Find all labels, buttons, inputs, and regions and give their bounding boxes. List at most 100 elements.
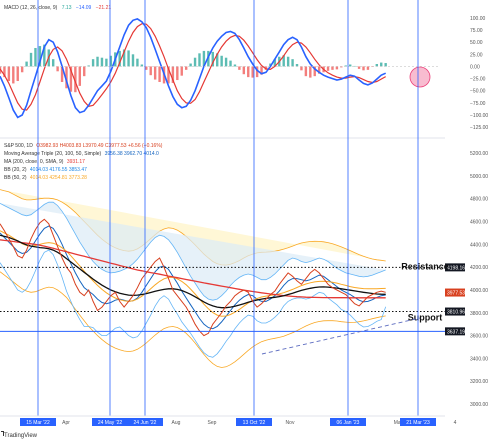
macd-histogram-bar [78,66,81,86]
current-price-tag [445,288,465,297]
line-ma-200 [0,239,386,299]
macd-histogram-bar [38,46,42,67]
macd-series-signal [0,23,386,111]
macd-histogram-bar [193,57,197,67]
line-ma-100 [0,234,386,309]
level-annotation: Resistance [401,261,449,271]
macd-panel: 100.00 75.00 50.00 25.00 0.00 −25.00 −50.00 −75… [0,5,488,131]
macd-histogram-bar [344,65,347,67]
macd-histogram-bar [260,66,263,75]
macd-histogram-bar [158,66,161,82]
time-axis-ticks: Apr Aug Sep Nov Mar 4 [62,420,457,426]
time-tick-label: Aug [172,420,181,426]
price-tick-label: 5000.00 [470,174,488,180]
price-tick-label: 3800.00 [470,311,488,317]
price-tick-label: 4400.00 [470,242,488,248]
date-marker-labels: 15 Mar '22 24 May '22 24 Jun '22 13 Oct '22… [20,418,436,426]
price-legend: S&P 500, 1D O3982.93 H4003.83 L3970.49 C… [4,143,163,181]
line-ma-50 [0,230,386,317]
macd-histogram-bar [238,66,241,70]
macd-histogram-bar [233,64,237,67]
legend-row-bb50: BB (50, 2) 4014.03 4254.81 3773.28 [4,175,87,181]
macd-histogram-bar [127,50,130,67]
date-marker-label: 15 Mar '22 [26,420,50,426]
macd-histogram-bar [184,66,188,70]
macd-histogram-bar [74,66,77,93]
bb50-band [0,189,386,266]
macd-histogram-bar [202,50,206,67]
macd-histogram-bar [309,66,312,78]
level-annotation: Support [408,313,443,323]
macd-lines [0,18,387,119]
date-marker-tag [236,418,272,426]
date-marker-tag [400,418,436,426]
bb20-band-upper [0,201,386,301]
macd-histogram-bar [326,66,330,71]
price-tick-label: 5200.00 [470,151,488,157]
macd-histogram-bar [149,66,152,76]
macd-histogram-bar [300,66,303,71]
macd-histogram-bar [220,55,223,67]
macd-histogram-bar [242,66,246,75]
macd-histogram-bar [51,59,55,67]
macd-histogram-bar [56,66,59,72]
level-price-tag [445,307,465,316]
tradingview-logo-icon [1,431,4,436]
macd-histogram-bar [171,66,175,83]
time-tick-label: Sep [208,420,217,426]
legend-row-sp500: S&P 500, 1D O3982.93 H4003.83 L3970.49 C… [4,143,163,149]
macd-histogram-bar [167,66,170,84]
macd-axis-ticks: 100.00 75.00 50.00 25.00 0.00 −25.00 −50.00 −75… [0,16,488,131]
macd-histogram-bar [60,66,64,82]
macd-histogram-bar [140,64,144,67]
macd-histogram-bar [362,66,365,71]
macd-tick-label: 75.00 [470,28,483,34]
macd-tick-label: −75.00 [470,101,486,107]
macd-histogram-bar [251,66,254,78]
macd-histogram-bar [29,52,33,67]
macd-histogram-bar [273,59,277,67]
macd-histogram-bar [118,50,121,67]
macd-histogram-bar [7,66,11,82]
macd-histogram-bar [198,53,201,67]
macd-histogram-bar [335,66,339,70]
bollinger-bands [0,189,387,368]
time-tick-label: Mar [394,420,403,426]
price-tick-label: 4200.00 [470,265,488,271]
price-tick-label: 3000.00 [470,402,488,408]
legend-row-ma-triple: Moving Average Triple (20, 100, 50, Simp… [4,151,159,157]
date-marker-tag [127,418,163,426]
macd-histogram-bar [189,63,192,67]
macd-histogram-bar [16,66,19,82]
legend-row-bb20: BB (20, 2) 4014.03 4176.55 3853.47 [4,167,87,173]
current-price-label: 3977.53 [447,291,465,297]
macd-tick-label: 100.00 [470,16,486,22]
macd-histogram-bar [69,66,73,92]
time-tick-label: Nov [286,420,295,426]
time-tick-label: 4 [454,420,457,426]
macd-histogram-bar [331,66,334,70]
macd-histogram-bar [20,66,24,73]
macd-histogram-bar [340,66,343,68]
macd-histogram-bar [349,64,352,67]
support-trendline [261,317,421,355]
bb50-band-lower [0,271,386,368]
macd-histogram-bar [176,66,179,81]
price-tick-label: 3200.00 [470,379,488,385]
macd-histogram-bar [282,55,285,67]
level-price-label: 3810.96 [447,310,465,316]
macd-histogram-bar [153,66,157,80]
date-marker-tag [20,418,56,426]
legend-row-ma200: MA (200, close, 0, SMA, 9) 3931.17 [4,159,85,165]
macd-histogram-bar [384,63,387,67]
macd-histogram-bar [380,62,383,67]
macd-histogram-bar [136,58,139,67]
price-tick-label: 4800.00 [470,197,488,203]
macd-tick-label: 0.00 [470,64,480,70]
bb20-band [0,202,386,301]
macd-tick-label: 25.00 [470,52,483,58]
macd-histogram-bar [317,66,321,74]
macd-histogram-bar [105,58,108,67]
macd-histogram-bar [145,66,148,70]
